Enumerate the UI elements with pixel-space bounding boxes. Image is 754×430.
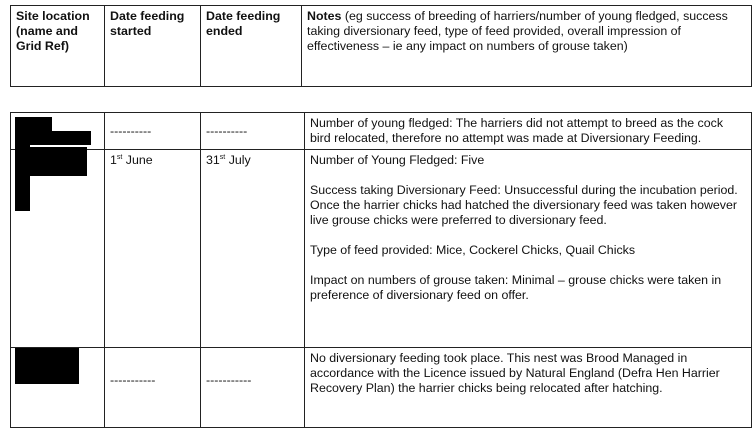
notes-cell: Number of young fledged: The harriers di… [304, 112, 752, 150]
redaction-block [15, 176, 30, 211]
date-ended-cell: 31st July [200, 149, 305, 348]
notes-impact: Impact on numbers of grouse taken: Minim… [310, 273, 722, 302]
header-notes-label: Notes [307, 9, 342, 23]
day: 1 [110, 153, 117, 167]
date-started-cell: ---------- [104, 112, 201, 150]
redaction-block [15, 117, 52, 131]
notes-feed-type: Type of feed provided: Mice, Cockerel Ch… [310, 243, 636, 257]
notes-cell: No diversionary feeding took place. This… [304, 347, 752, 428]
header-notes: Notes (eg success of breeding of harrier… [301, 5, 752, 87]
day: 31 [206, 153, 220, 167]
month: July [225, 153, 251, 167]
header-row: Site location (name and Grid Ref) Date f… [10, 5, 752, 87]
header-table: Site location (name and Grid Ref) Date f… [10, 5, 752, 87]
redaction-block [15, 131, 91, 145]
date-ended-cell: ---------- [200, 112, 305, 150]
redaction-block [15, 348, 79, 384]
header-date-started: Date feeding started [104, 5, 201, 87]
date-started-cell: ----------- [104, 347, 201, 428]
table-row: ---------- ---------- Number of young fl… [10, 112, 752, 150]
notes-paragraph: No diversionary feeding took place. This… [310, 351, 720, 395]
notes-cell: Number of Young Fledged: Five Success ta… [304, 149, 752, 348]
table-row: 1st June 31st July Number of Young Fledg… [10, 149, 752, 348]
redaction-block [15, 147, 87, 176]
notes-young-fledged: Number of Young Fledged: Five [310, 153, 485, 167]
date-started-cell: 1st June [104, 149, 201, 348]
feeding-table: ---------- ---------- Number of young fl… [10, 112, 752, 428]
table-row: ----------- ----------- No diversionary … [10, 347, 752, 428]
header-date-ended: Date feeding ended [200, 5, 302, 87]
ordinal-suffix: st [219, 153, 226, 161]
notes-paragraph: Number of young fledged: The harriers di… [310, 116, 724, 145]
ordinal-suffix: st [116, 153, 123, 161]
notes-success-feed: Success taking Diversionary Feed: Unsucc… [310, 183, 738, 227]
date-ended-cell: ----------- [200, 347, 305, 428]
header-notes-description: (eg success of breeding of harriers/numb… [307, 9, 728, 53]
header-site-location: Site location (name and Grid Ref) [10, 5, 105, 87]
month: June [122, 153, 153, 167]
